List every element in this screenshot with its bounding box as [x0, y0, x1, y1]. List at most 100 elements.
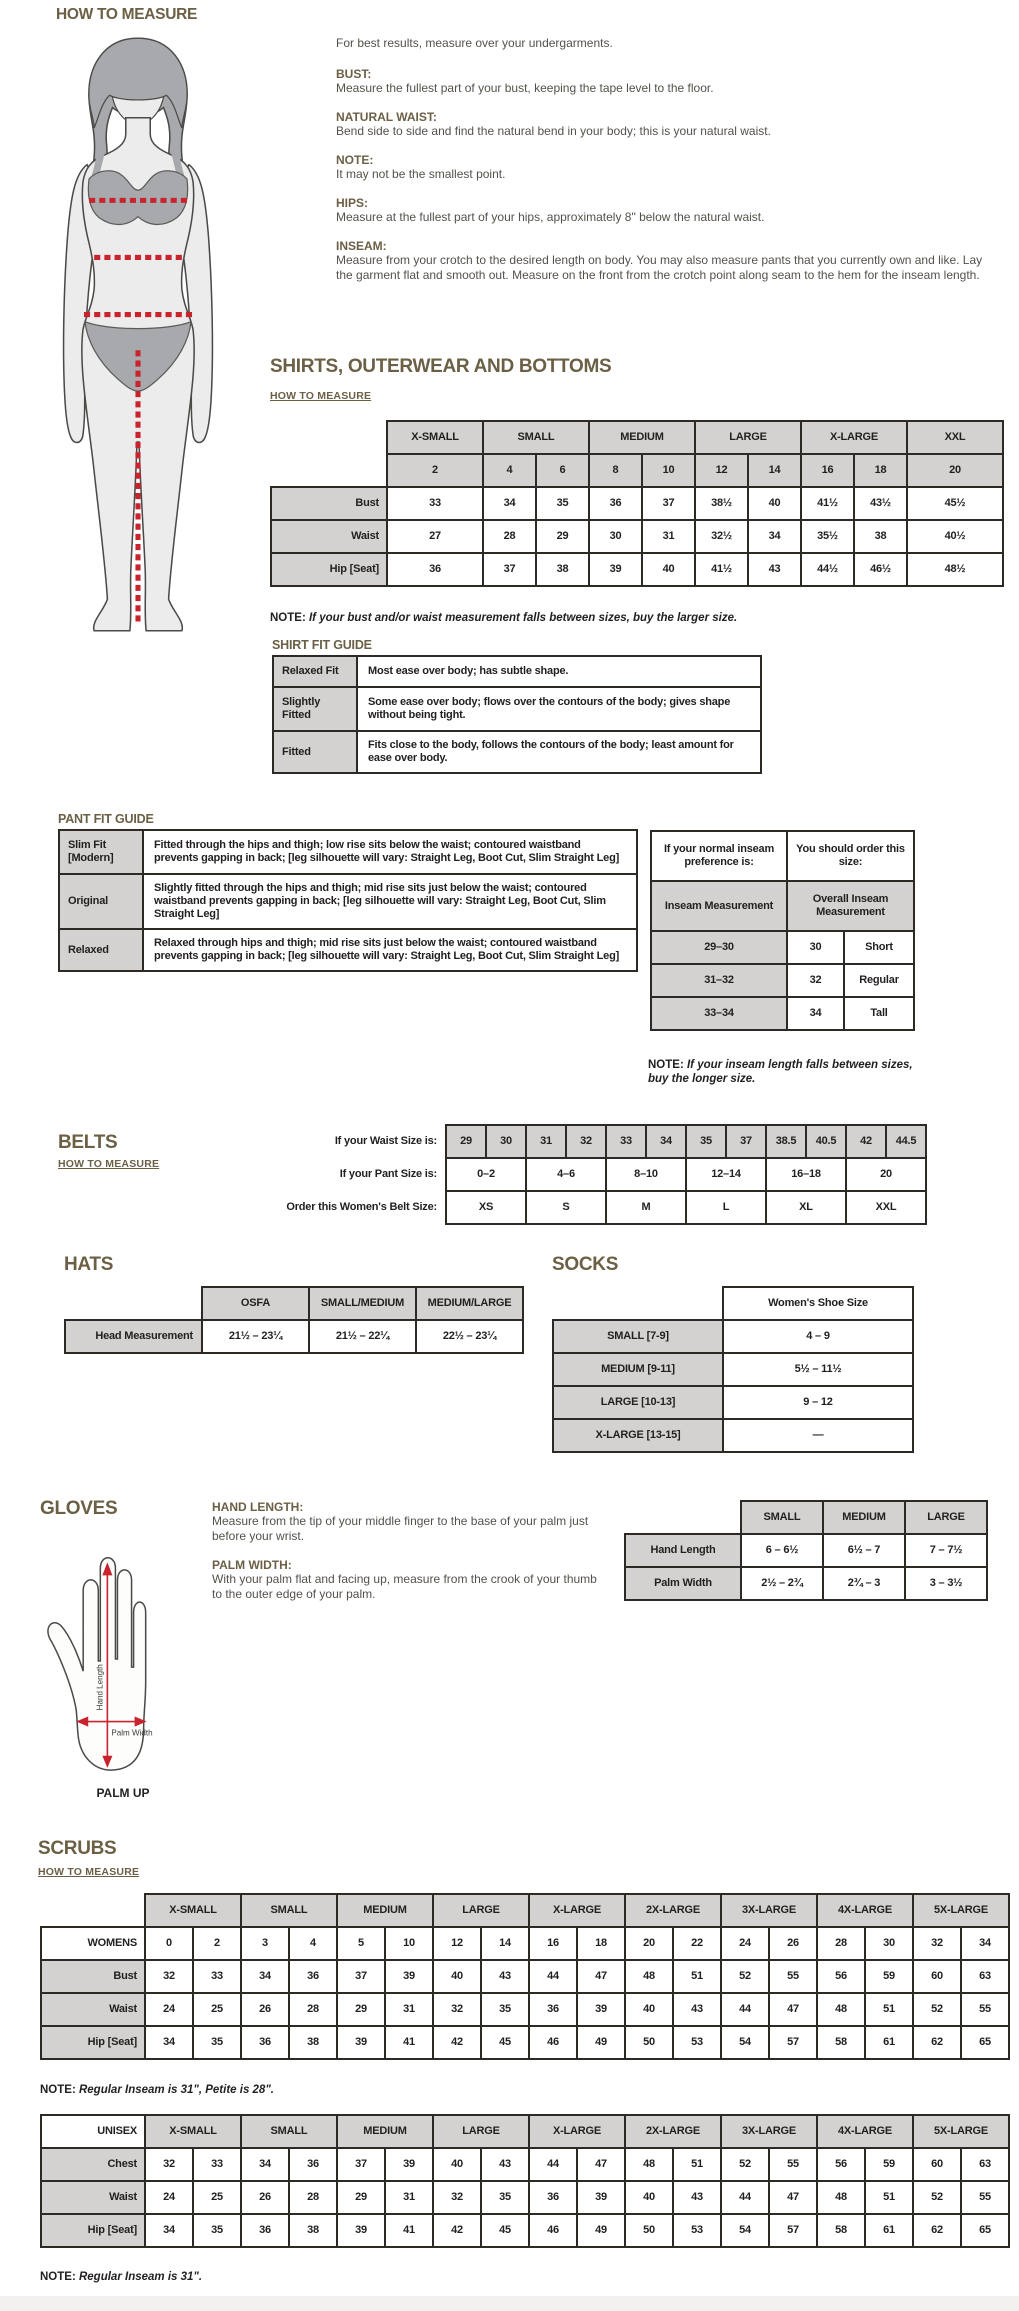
belts-beltsize-label: Order this Women's Belt Size:: [286, 1201, 437, 1213]
cell: 28: [288, 1992, 338, 2027]
cell: 36: [528, 2180, 578, 2215]
cell: SMALL [7-9]: [552, 1319, 724, 1354]
cell: 63: [960, 2147, 1010, 2182]
hand-length-label: HAND LENGTH:: [212, 1500, 304, 1514]
hats-section-title: HATS: [64, 1254, 114, 1275]
cell: XS: [445, 1190, 527, 1225]
overall-inseam-header: Overall Inseam Measurement: [786, 880, 915, 932]
arrowhead: [102, 1562, 113, 1576]
palm-up-caption: PALM UP: [96, 1786, 150, 1800]
cell: 12–14: [685, 1157, 767, 1192]
cell: 0: [144, 1926, 194, 1961]
cell: 63: [960, 1959, 1010, 1994]
cell: Waist: [40, 2180, 146, 2215]
cell: 33: [192, 2147, 242, 2182]
cell: 53: [672, 2213, 722, 2248]
cell: 39: [336, 2025, 386, 2060]
cell: LARGE: [694, 420, 802, 455]
cell: 38: [535, 552, 590, 587]
belts-how-to-measure-link[interactable]: HOW TO MEASURE: [58, 1158, 160, 1170]
cell: 39: [576, 2180, 626, 2215]
cell: 49: [576, 2025, 626, 2060]
cell: 16: [528, 1926, 578, 1961]
inseam-order-header: You should order this size:: [786, 830, 915, 882]
cell: 43: [480, 1959, 530, 1994]
cell: 10: [384, 1926, 434, 1961]
cell: 4 – 9: [722, 1319, 914, 1354]
table-row: Relaxed Fit Most ease over body; has subt…: [272, 655, 762, 688]
cell: 54: [720, 2025, 770, 2060]
cell: MEDIUM: [336, 1893, 434, 1928]
cell: 20: [624, 1926, 674, 1961]
cell: 30: [588, 519, 643, 554]
cell: 41½: [800, 486, 855, 521]
cell: 34: [747, 519, 802, 554]
cell: 25: [192, 1992, 242, 2027]
cell: 34: [144, 2213, 194, 2248]
cell: 14: [747, 453, 802, 488]
cell: 57: [768, 2025, 818, 2060]
cell: SMALL: [240, 2114, 338, 2149]
cell: 62: [912, 2025, 962, 2060]
cell: 31: [525, 1124, 567, 1159]
cell: SMALL: [482, 420, 590, 455]
instruction-text: It may not be the smallest point.: [336, 167, 506, 181]
cell: 43: [747, 552, 802, 587]
cell: 65: [960, 2025, 1010, 2060]
cell: 36: [386, 552, 484, 587]
hats-data-row: Head Measurement 21½ – 23¼ 21½ – 22¼ 22½ –…: [64, 1319, 524, 1354]
cell: 53: [672, 2025, 722, 2060]
cell: 47: [768, 2180, 818, 2215]
cell: 30: [864, 1926, 914, 1961]
table-row: LARGE [10-13] 9 – 12: [552, 1385, 914, 1420]
cell: 40: [624, 1992, 674, 2027]
cell: 57: [768, 2213, 818, 2248]
cell: 20: [845, 1157, 927, 1192]
cell: 32½: [694, 519, 749, 554]
cell: 25: [192, 2180, 242, 2215]
cell: SMALL: [740, 1500, 824, 1535]
cell: MEDIUM: [588, 420, 696, 455]
cell: Slightly Fitted: [272, 686, 358, 732]
palm-width-label: PALM WIDTH:: [212, 1558, 292, 1572]
instruction-label: NOTE:: [336, 153, 374, 167]
cell: 28: [482, 519, 537, 554]
cell: 5: [336, 1926, 386, 1961]
cell: 43: [480, 2147, 530, 2182]
table-row: Waist 24 25 26 28 29 31 32 35 36 39 40 43 44 47 48 51 52 5…: [40, 2180, 1010, 2215]
note-label: NOTE:: [40, 2084, 76, 2096]
cell: Bust: [40, 1959, 146, 1994]
hand-length-diagram-label: Hand Length: [95, 1664, 104, 1710]
table-row: Slim Fit [Modern] Fitted through the hips…: [58, 829, 638, 875]
cell: 38: [288, 2213, 338, 2248]
cell: 33: [386, 486, 484, 521]
cell: —: [722, 1418, 914, 1453]
cell: 7 – 7½: [904, 1533, 988, 1568]
cell: LARGE: [432, 1893, 530, 1928]
arrowhead: [134, 1716, 147, 1727]
belts-pant-label: If your Pant Size is:: [339, 1168, 437, 1180]
cell: 48: [624, 1959, 674, 1994]
cell: 12: [432, 1926, 482, 1961]
belts-size-table: If your Waist Size is: 29 30 31 32 33 34 35 37 3…: [270, 1124, 927, 1225]
shirts-how-to-measure-link[interactable]: HOW TO MEASURE: [270, 390, 372, 402]
cell: 39: [576, 1992, 626, 2027]
table-row: Hip [Seat] 34 35 36 38 39 41 42 45 46 49 50 53 54 57 58…: [40, 2213, 1010, 2248]
cell: 50: [624, 2213, 674, 2248]
gloves-header-row: SMALL MEDIUM LARGE: [625, 1500, 988, 1535]
cell: 43: [672, 2180, 722, 2215]
cell: 22½ – 23¼: [415, 1319, 524, 1354]
scrubs-how-to-measure-link[interactable]: HOW TO MEASURE: [38, 1866, 140, 1878]
spacer-cell: [553, 1287, 723, 1320]
cell: 29–30: [650, 930, 788, 965]
cell: Waist: [270, 519, 388, 554]
cell: 36: [240, 2025, 290, 2060]
cell: 48: [816, 1992, 866, 2027]
scrubs-unisex-table: UNISEX X-SMALL SMALL MEDIUM LARGE X-LARGE 2X-…: [40, 2114, 1010, 2248]
cell: 27: [386, 519, 484, 554]
cell: 2¾ – 3: [822, 1566, 906, 1601]
cell: LARGE: [904, 1500, 988, 1535]
table-row: Fitted Fits close to the body, follows th…: [272, 730, 762, 774]
shirts-size-table: X-SMALL SMALL MEDIUM LARGE X-LARGE XXL 2 4 6 8 10…: [270, 420, 1004, 587]
